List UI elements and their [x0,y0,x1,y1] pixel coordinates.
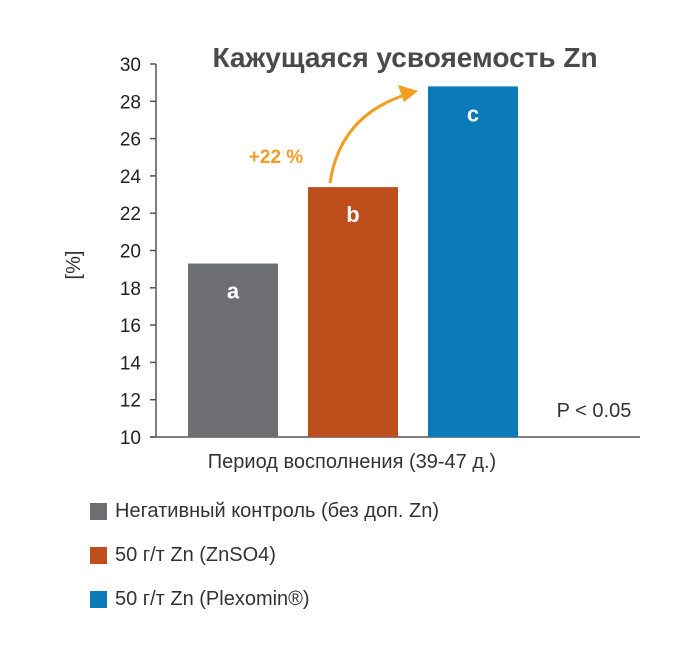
bars: a b c [188,86,518,437]
y-tick-label: 14 [120,353,142,374]
y-tick-label: 30 [120,55,141,76]
legend-label: Негативный контроль (без доп. Zn) [115,499,440,522]
legend-swatch [90,502,107,520]
x-axis-label: Период восполнения (39-47 д.) [208,451,496,473]
y-tick-label: 12 [120,391,141,412]
legend-item: 50 г/т Zn (ZnSO4) [90,544,439,566]
increase-arrow [328,92,409,184]
legend-item: Негативный контроль (без доп. Zn) [90,500,439,522]
increase-arrowhead [398,85,418,102]
y-tick-label: 22 [120,204,141,225]
bar [188,263,278,437]
legend: Негативный контроль (без доп. Zn) 50 г/т… [90,500,439,632]
y-tick-label: 18 [120,279,141,300]
bar-group-letter: b [346,202,359,227]
y-tick-label: 26 [120,130,141,151]
y-ticks: 10 12 14 16 18 20 22 24 26 28 30 [120,55,156,449]
bar-group-letter: c [467,101,479,126]
y-tick-label: 28 [120,92,141,113]
bar-group-letter: a [227,279,240,304]
y-axis-label: [%] [63,251,85,280]
bar [308,187,398,437]
chart-title: Кажущаяся усвояемость Zn [212,42,597,73]
legend-item: 50 г/т Zn (Plexomin®) [90,588,439,610]
y-tick-label: 10 [120,428,141,449]
legend-swatch [90,590,107,608]
significance-note: P < 0.05 [557,400,632,422]
legend-label: 50 г/т Zn (ZnSO4) [115,543,276,566]
legend-swatch [90,546,107,564]
y-tick-label: 24 [120,167,142,188]
legend-label: 50 г/т Zn (Plexomin®) [115,587,310,610]
y-tick-label: 20 [120,242,141,263]
y-tick-label: 16 [120,316,141,337]
bar [428,86,518,437]
increase-annotation: +22 % [249,147,304,168]
